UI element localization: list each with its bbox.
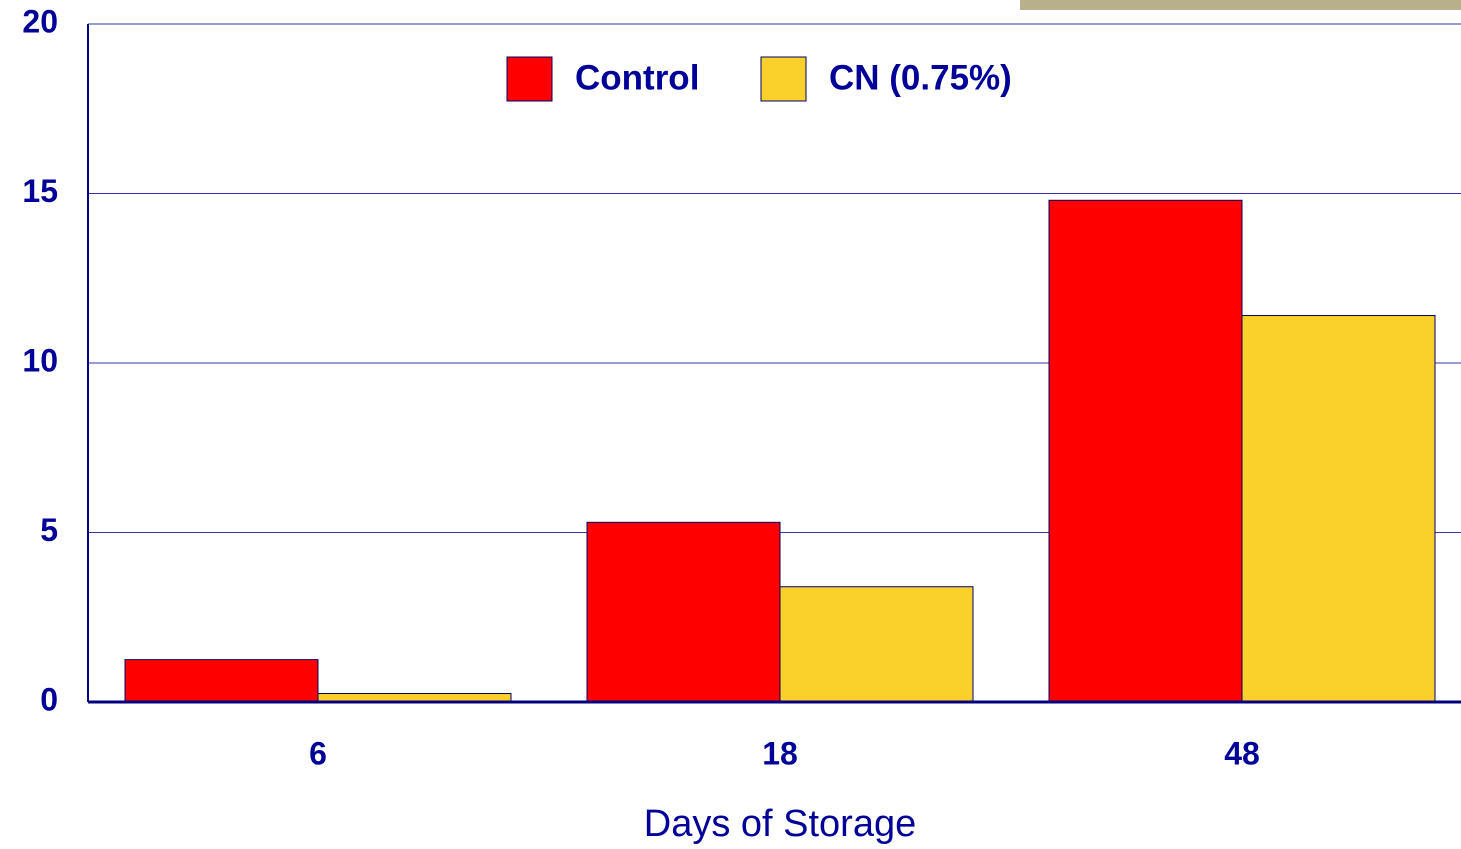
x-tick-label: 6 — [309, 735, 327, 771]
x-tick-label: 48 — [1224, 735, 1260, 771]
bar — [124, 659, 319, 703]
x-tick-label: 18 — [762, 735, 798, 771]
bar — [1048, 199, 1243, 703]
legend-label: CN (0.75%) — [829, 58, 1012, 97]
photo-fragment — [1020, 0, 1461, 10]
bar — [586, 521, 781, 703]
y-tick-label: 10 — [22, 342, 58, 378]
y-tick-label: 15 — [22, 173, 58, 209]
y-tick-label: 5 — [40, 512, 58, 548]
bar — [1241, 315, 1436, 703]
y-tick-label: 0 — [40, 681, 58, 717]
x-axis-label: Days of Storage — [644, 803, 916, 845]
bar — [779, 586, 974, 703]
legend-swatch — [760, 56, 807, 102]
legend-label: Control — [575, 58, 699, 97]
y-tick-label: 20 — [22, 3, 58, 39]
legend-swatch — [506, 56, 553, 102]
